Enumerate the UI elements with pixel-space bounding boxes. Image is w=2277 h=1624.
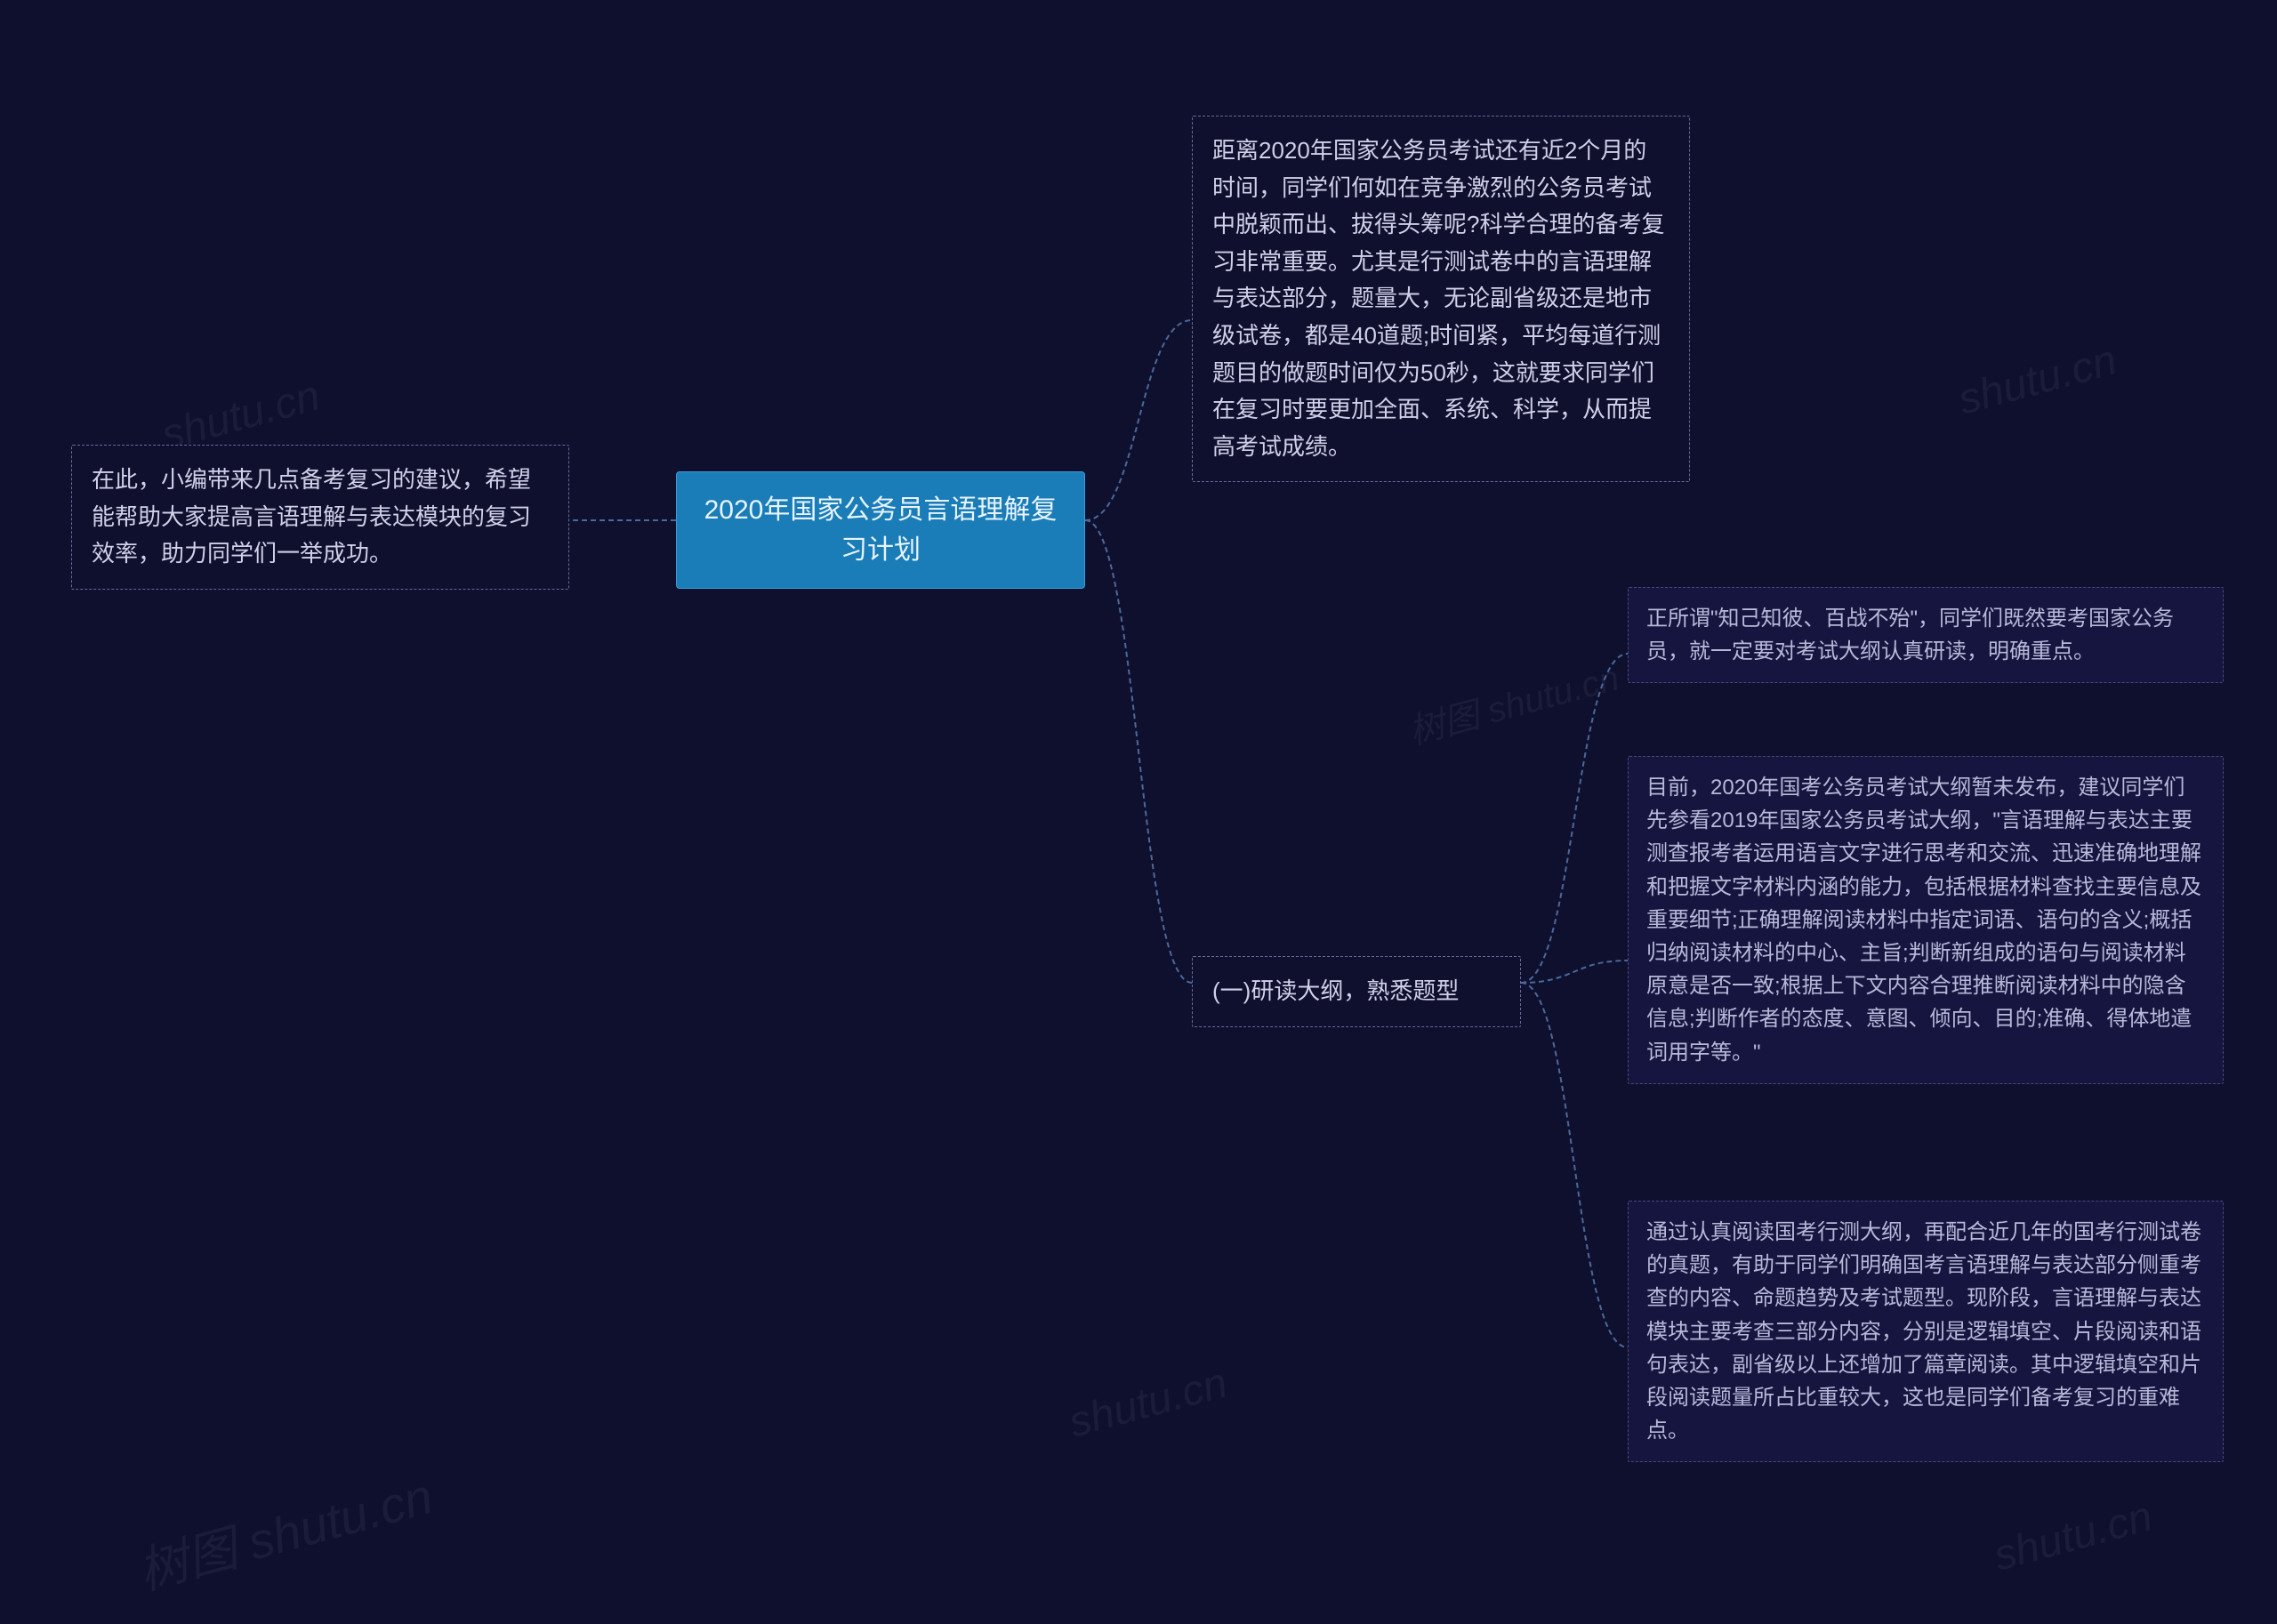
watermark: shutu.cn [1064,1358,1233,1447]
watermark: shutu.cn [1953,335,2122,424]
right-section: (一)研读大纲，熟悉题型 [1192,956,1521,1027]
leaf-2-text: 目前，2020年国考公务员考试大纲暂未发布，建议同学们先参看2019年国家公务员… [1646,776,2201,1065]
mindmap-root: 2020年国家公务员言语理解复习计划 [676,471,1085,589]
left-branch-text: 在此，小编带来几点备考复习的建议，希望能帮助大家提高言语理解与表达模块的复习效率… [92,466,531,567]
right-intro-text: 距离2020年国家公务员考试还有近2个月的时间，同学们何如在竞争激烈的公务员考试… [1212,137,1664,460]
leaf-3-text: 通过认真阅读国考行测大纲，再配合近几年的国考行测试卷的真题，有助于同学们明确国考… [1646,1220,2201,1443]
root-title: 2020年国家公务员言语理解复习计划 [704,495,1058,565]
watermark: 树图 shutu.cn [129,1456,439,1604]
watermark: shutu.cn [1989,1491,2158,1580]
leaf-node-1: 正所谓"知己知彼、百战不殆"，同学们既然要考国家公务员，就一定要对考试大纲认真研… [1628,587,2224,683]
left-branch: 在此，小编带来几点备考复习的建议，希望能帮助大家提高言语理解与表达模块的复习效率… [71,445,569,590]
right-section-title: (一)研读大纲，熟悉题型 [1212,977,1459,1004]
leaf-1-text: 正所谓"知己知彼、百战不殆"，同学们既然要考国家公务员，就一定要对考试大纲认真研… [1646,607,2174,663]
watermark: 树图 shutu.cn [1403,649,1624,755]
leaf-node-3: 通过认真阅读国考行测大纲，再配合近几年的国考行测试卷的真题，有助于同学们明确国考… [1628,1201,2224,1462]
leaf-node-2: 目前，2020年国考公务员考试大纲暂未发布，建议同学们先参看2019年国家公务员… [1628,756,2224,1084]
right-intro: 距离2020年国家公务员考试还有近2个月的时间，同学们何如在竞争激烈的公务员考试… [1192,116,1690,482]
